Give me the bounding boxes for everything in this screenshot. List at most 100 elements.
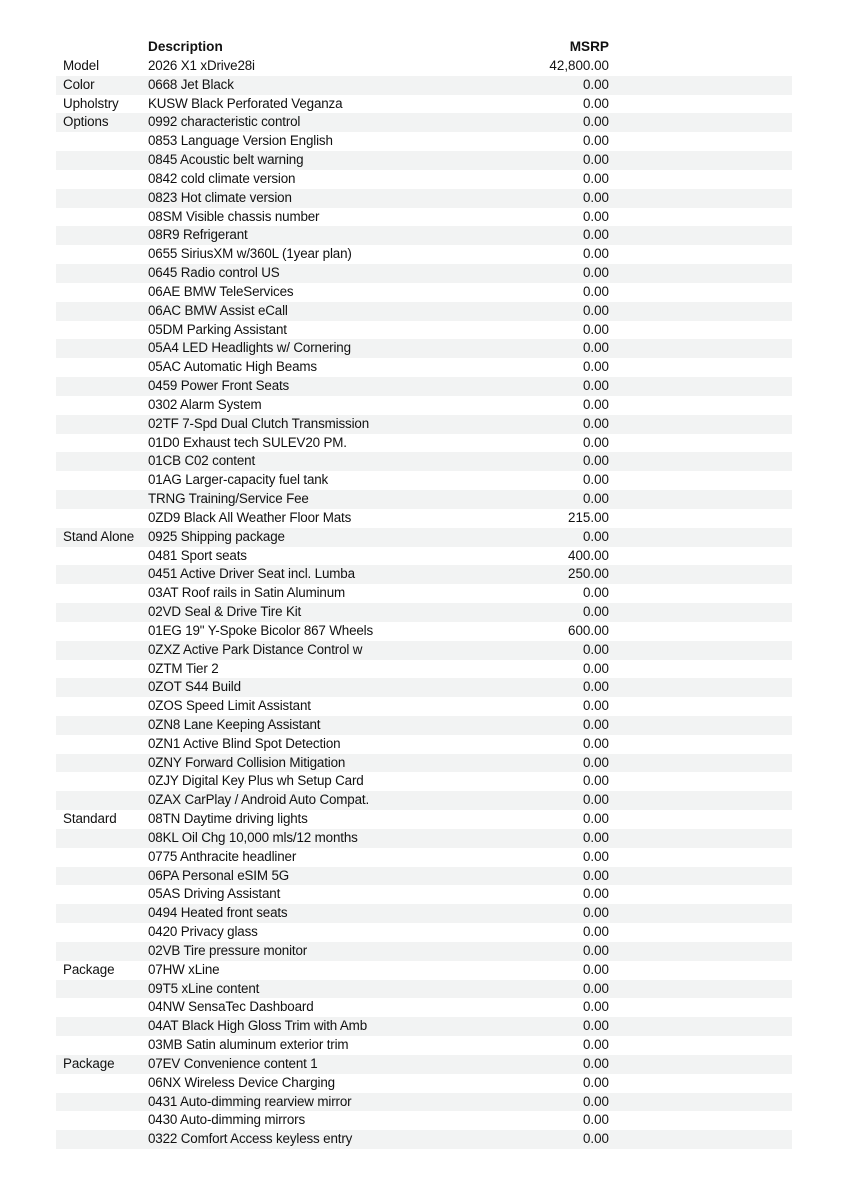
row-description: 0ZOS Speed Limit Assistant bbox=[148, 698, 311, 714]
table-row: 02VD Seal & Drive Tire Kit 0.00 bbox=[56, 603, 792, 622]
row-msrp: 0.00 bbox=[582, 246, 609, 262]
row-category: Model bbox=[63, 58, 99, 73]
row-msrp: 0.00 bbox=[582, 170, 609, 186]
row-description: 02VD Seal & Drive Tire Kit bbox=[148, 604, 302, 620]
row-category: Package bbox=[63, 961, 115, 977]
row-description: 05DM Parking Assistant bbox=[148, 321, 287, 337]
row-description: 04NW SensaTec Dashboard bbox=[148, 999, 314, 1015]
row-description: 06AE BMW TeleServices bbox=[148, 283, 294, 299]
row-msrp: 0.00 bbox=[582, 265, 609, 281]
table-row: 0430 Auto-dimming mirrors 0.00 bbox=[56, 1111, 792, 1130]
table-row: Model 2026 X1 xDrive28i 42,800.00 bbox=[56, 57, 792, 76]
row-msrp: 0.00 bbox=[582, 980, 609, 996]
row-description: 09T5 xLine content bbox=[148, 980, 260, 996]
row-description: 0ZJY Digital Key Plus wh Setup Card bbox=[148, 773, 364, 789]
row-description: 05AC Automatic High Beams bbox=[148, 359, 317, 375]
row-description: 0494 Heated front seats bbox=[148, 905, 288, 921]
table-row: 0842 cold climate version 0.00 bbox=[56, 170, 792, 189]
row-msrp: 0.00 bbox=[582, 792, 609, 808]
table-row: 0494 Heated front seats 0.00 bbox=[56, 904, 792, 924]
row-description: 0431 Auto-dimming rearview mirror bbox=[148, 1093, 352, 1109]
row-description: 0925 Shipping package bbox=[148, 528, 285, 544]
table-row: 0431 Auto-dimming rearview mirror 0.00 bbox=[56, 1092, 792, 1112]
row-description: 01CB C02 content bbox=[148, 453, 256, 469]
table-row: 0ZN1 Active Blind Spot Detection 0.00 bbox=[56, 735, 792, 754]
table-row: 08KL Oil Chg 10,000 mls/12 months 0.00 bbox=[56, 828, 792, 848]
row-msrp: 400.00 bbox=[568, 547, 609, 563]
row-description: 0823 Hot climate version bbox=[148, 189, 292, 205]
row-description: 0853 Language Version English bbox=[148, 133, 333, 149]
table-row: 01AG Larger-capacity fuel tank 0.00 bbox=[56, 471, 792, 490]
table-row: Stand Alone 0925 Shipping package 0.00 bbox=[56, 527, 792, 547]
row-description: 06AC BMW Assist eCall bbox=[148, 302, 288, 318]
table-row: 05AS Driving Assistant 0.00 bbox=[56, 885, 792, 904]
row-msrp: 0.00 bbox=[582, 698, 609, 714]
row-msrp: 0.00 bbox=[582, 867, 609, 883]
row-description: 0ZAX CarPlay / Android Auto Compat. bbox=[148, 792, 370, 808]
row-description: 03AT Roof rails in Satin Aluminum bbox=[148, 585, 345, 601]
row-description: 0645 Radio control US bbox=[148, 265, 280, 281]
row-description: 05A4 LED Headlights w/ Cornering bbox=[148, 340, 351, 356]
row-msrp: 0.00 bbox=[582, 321, 609, 337]
table-row: 05AC Automatic High Beams 0.00 bbox=[56, 358, 792, 377]
table-row: Upholstry KUSW Black Perforated Veganza 0.… bbox=[56, 95, 792, 114]
table-row: 0322 Comfort Access keyless entry 0.00 bbox=[56, 1130, 792, 1150]
row-msrp: 0.00 bbox=[582, 434, 609, 450]
row-msrp: 0.00 bbox=[582, 641, 609, 657]
row-msrp: 0.00 bbox=[582, 76, 609, 92]
table-row: 0ZXZ Active Park Distance Control w 0.00 bbox=[56, 640, 792, 660]
row-category: Standard bbox=[63, 811, 117, 827]
table-row: 01EG 19" Y-Spoke Bicolor 867 Wheels 600.0… bbox=[56, 622, 792, 641]
table-row: 0655 SiriusXM w/360L (1year plan) 0.00 bbox=[56, 245, 792, 264]
table-row: 0775 Anthracite headliner 0.00 bbox=[56, 848, 792, 867]
row-msrp: 0.00 bbox=[582, 924, 609, 940]
row-category: Upholstry bbox=[63, 95, 119, 111]
table-row: 05A4 LED Headlights w/ Cornering 0.00 bbox=[56, 339, 792, 359]
table-row: Color 0668 Jet Black 0.00 bbox=[56, 75, 792, 95]
table-row: 0ZAX CarPlay / Android Auto Compat. 0.00 bbox=[56, 791, 792, 811]
row-description: 07HW xLine bbox=[148, 961, 220, 977]
table-row: 0823 Hot climate version 0.00 bbox=[56, 188, 792, 208]
row-description: 01EG 19" Y-Spoke Bicolor 867 Wheels bbox=[148, 622, 374, 638]
row-category: Options bbox=[63, 114, 109, 130]
table-row: 03AT Roof rails in Satin Aluminum 0.00 bbox=[56, 584, 792, 603]
row-description: 01D0 Exhaust tech SULEV20 PM. bbox=[148, 434, 347, 450]
table-row: 0459 Power Front Seats 0.00 bbox=[56, 377, 792, 396]
row-msrp: 0.00 bbox=[582, 208, 609, 224]
row-msrp: 0.00 bbox=[582, 283, 609, 299]
row-msrp: 0.00 bbox=[582, 415, 609, 431]
table-row: 0ZJY Digital Key Plus wh Setup Card 0.00 bbox=[56, 772, 792, 791]
row-msrp: 0.00 bbox=[582, 716, 609, 732]
row-msrp: 0.00 bbox=[582, 848, 609, 864]
table-row: 0853 Language Version English 0.00 bbox=[56, 132, 792, 151]
table-row: 02VB Tire pressure monitor 0.00 bbox=[56, 941, 792, 961]
row-msrp: 0.00 bbox=[582, 528, 609, 544]
row-msrp: 0.00 bbox=[582, 811, 609, 827]
row-msrp: 0.00 bbox=[582, 735, 609, 751]
row-msrp: 0.00 bbox=[582, 999, 609, 1015]
table-row: Package 07HW xLine 0.00 bbox=[56, 961, 792, 980]
table-row: 06NX Wireless Device Charging 0.00 bbox=[56, 1074, 792, 1093]
table-row: 04AT Black High Gloss Trim with Amb 0.00 bbox=[56, 1017, 792, 1037]
row-msrp: 0.00 bbox=[582, 227, 609, 243]
column-header-description: Description bbox=[148, 39, 223, 54]
row-msrp: 0.00 bbox=[582, 396, 609, 412]
row-description: 0668 Jet Black bbox=[148, 76, 234, 92]
row-msrp: 0.00 bbox=[582, 95, 609, 111]
table-row: 0645 Radio control US 0.00 bbox=[56, 264, 792, 283]
row-msrp: 215.00 bbox=[568, 509, 609, 525]
column-header-msrp: MSRP bbox=[569, 39, 609, 54]
row-description: 02VB Tire pressure monitor bbox=[148, 942, 308, 958]
table-row: 04NW SensaTec Dashboard 0.00 bbox=[56, 998, 792, 1017]
row-msrp: 0.00 bbox=[582, 340, 609, 356]
row-description: 0ZOT S44 Build bbox=[148, 679, 241, 695]
row-msrp: 600.00 bbox=[568, 622, 609, 638]
row-msrp: 0.00 bbox=[582, 1018, 609, 1034]
table-row: 01CB C02 content 0.00 bbox=[56, 452, 792, 472]
row-msrp: 0.00 bbox=[582, 679, 609, 695]
row-description: 0842 cold climate version bbox=[148, 170, 296, 186]
table-row: 08R9 Refrigerant 0.00 bbox=[56, 226, 792, 246]
row-msrp: 0.00 bbox=[582, 942, 609, 958]
row-category: Color bbox=[63, 76, 95, 92]
row-msrp: 250.00 bbox=[568, 566, 609, 582]
